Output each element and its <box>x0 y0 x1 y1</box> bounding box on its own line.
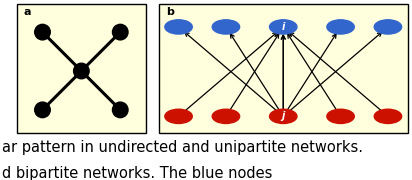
Circle shape <box>112 24 128 40</box>
Text: i: i <box>281 22 285 32</box>
Circle shape <box>327 20 354 34</box>
Text: b: b <box>166 8 174 17</box>
FancyBboxPatch shape <box>159 4 408 133</box>
FancyBboxPatch shape <box>16 4 146 133</box>
Circle shape <box>74 63 89 79</box>
Circle shape <box>112 102 128 118</box>
Text: ar pattern in undirected and unipartite networks.: ar pattern in undirected and unipartite … <box>2 140 363 155</box>
Circle shape <box>165 109 192 123</box>
Circle shape <box>165 20 192 34</box>
Circle shape <box>269 109 297 123</box>
Circle shape <box>374 20 402 34</box>
Circle shape <box>212 20 240 34</box>
Text: a: a <box>23 8 30 17</box>
Text: d bipartite networks. The blue nodes: d bipartite networks. The blue nodes <box>2 166 272 180</box>
Circle shape <box>269 20 297 34</box>
Text: j: j <box>281 111 285 121</box>
Circle shape <box>327 109 354 123</box>
Circle shape <box>212 109 240 123</box>
Circle shape <box>35 24 50 40</box>
Circle shape <box>374 109 402 123</box>
Circle shape <box>35 102 50 118</box>
